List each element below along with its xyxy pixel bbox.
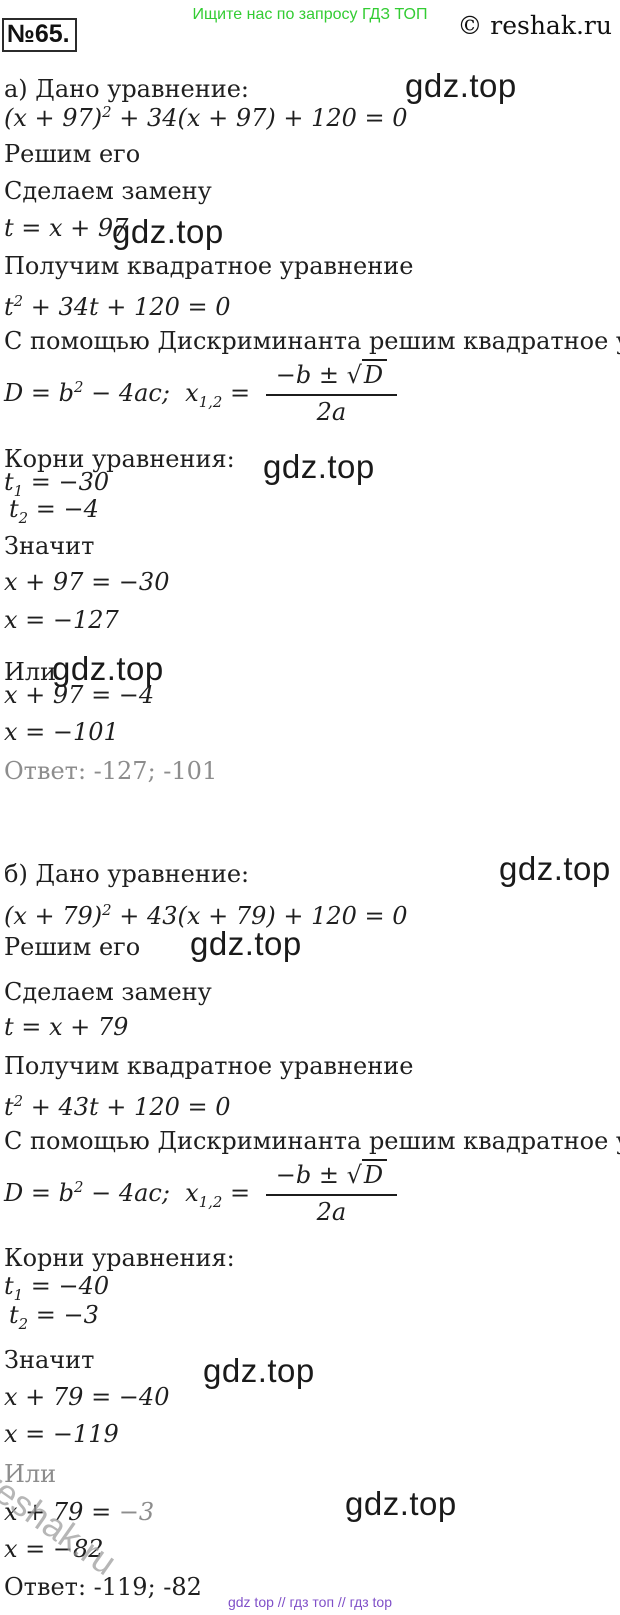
part-a-solve-label: Решим его	[4, 140, 141, 168]
part-b-step-3: x + 79 = −3	[4, 1498, 155, 1526]
formula-lhs: D = b2 − 4ac; x1,2 =	[4, 1177, 258, 1211]
part-a-equation: (x + 97)2 + 34(x + 97) + 120 = 0	[4, 103, 408, 132]
gdz-watermark: gdz.top	[112, 213, 224, 250]
part-b-hence-label: Значит	[4, 1346, 95, 1374]
part-b-t-definition: t = x + 79	[4, 1013, 129, 1041]
part-a-intro: а) Дано уравнение:	[4, 75, 249, 103]
part-b-discriminant-note: С помощью Дискриминанта решим квадратное…	[4, 1127, 620, 1155]
part-b-root-1: t1 = −40	[4, 1272, 110, 1304]
part-b-step-2: x = −119	[4, 1420, 119, 1448]
radical-sign: √	[346, 1161, 362, 1189]
part-b-equation: (x + 79)2 + 43(x + 79) + 120 = 0	[4, 901, 408, 930]
fraction-numerator: −b ± √D	[265, 1159, 398, 1196]
part-b-step-4: x = −82	[4, 1535, 104, 1563]
promo-banner: Ищите нас по запросу ГДЗ ТОП	[192, 6, 428, 23]
part-a-get-quad-label: Получим квадратное уравнение	[4, 252, 414, 280]
part-a-substitute-label: Сделаем замену	[4, 177, 212, 205]
part-a-root-1: t1 = −30	[4, 468, 110, 500]
part-a-step-4: x = −101	[4, 718, 119, 746]
fraction-denominator: 2a	[316, 397, 347, 426]
part-b-get-quad-label: Получим квадратное уравнение	[4, 1052, 414, 1080]
part-b-discriminant-formula: D = b2 − 4ac; x1,2 = −b ± √D 2a	[4, 1159, 398, 1226]
part-b-or-label: Или	[4, 1460, 57, 1488]
gdz-watermark: gdz.top	[52, 650, 164, 687]
part-a-discriminant-formula: D = b2 − 4ac; x1,2 = −b ± √D 2a	[4, 359, 398, 426]
gdz-watermark: gdz.top	[263, 448, 375, 485]
part-a-t-definition: t = x + 97	[4, 214, 129, 242]
copyright-label: © reshak.ru	[457, 11, 612, 40]
footer-tags: gdz top // гдз топ // гдз top	[227, 1594, 393, 1610]
part-b-solve-label: Решим его	[4, 933, 141, 961]
gdz-watermark: gdz.top	[203, 1352, 315, 1389]
part-a-step-3: x + 97 = −4	[4, 681, 155, 709]
part-a-or-label: Или	[4, 658, 57, 686]
part-a-step-1: x + 97 = −30	[4, 568, 170, 596]
part-b-quad-equation: t2 + 43t + 120 = 0	[4, 1092, 231, 1121]
gdz-watermark: gdz.top	[190, 925, 302, 962]
part-a-hence-label: Значит	[4, 532, 95, 560]
part-b-intro: б) Дано уравнение:	[4, 860, 250, 888]
part-b-substitute-label: Сделаем замену	[4, 978, 212, 1006]
radical-sign: √	[346, 361, 362, 389]
fraction-numerator: −b ± √D	[265, 359, 398, 396]
fraction: −b ± √D 2a	[265, 1159, 398, 1226]
part-a-roots-label: Корни уравнения:	[4, 445, 235, 473]
fraction-denominator: 2a	[316, 1197, 347, 1226]
part-a-step-2: x = −127	[4, 606, 119, 634]
formula-lhs: D = b2 − 4ac; x1,2 =	[4, 377, 258, 411]
problem-number-badge: №65.	[2, 18, 77, 52]
part-b-root-2: t2 = −3	[9, 1301, 99, 1333]
gdz-watermark: gdz.top	[499, 850, 611, 887]
fraction: −b ± √D 2a	[265, 359, 398, 426]
part-b-roots-label: Корни уравнения:	[4, 1244, 235, 1272]
part-b-answer: Ответ: -119; -82	[4, 1573, 202, 1601]
part-a-discriminant-note: С помощью Дискриминанта решим квадратное…	[4, 327, 620, 355]
gdz-watermark: gdz.top	[345, 1485, 457, 1522]
gdz-watermark: gdz.top	[405, 67, 517, 104]
part-a-answer: Ответ: -127; -101	[4, 757, 218, 785]
part-b-step-1: x + 79 = −40	[4, 1383, 170, 1411]
part-a-root-2: t2 = −4	[9, 495, 99, 527]
part-a-quad-equation: t2 + 34t + 120 = 0	[4, 292, 231, 321]
